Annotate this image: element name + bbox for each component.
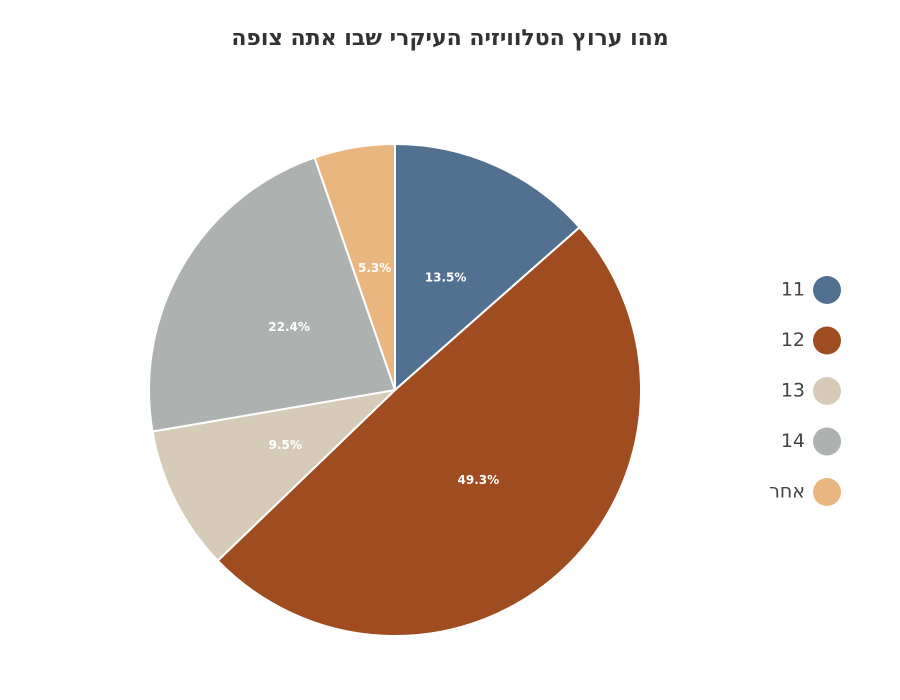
legend-label: 11 [781,279,805,301]
pie-slice-13[interactable] [151,388,399,563]
legend-swatch [813,276,841,304]
slice-label: 9.5% [269,438,302,452]
pie-slice-12[interactable] [216,225,642,637]
legend-item[interactable]: 12 [781,326,841,355]
chart-title: מהו ערוץ הטלוויזיה העיקרי שבו אתה צופה [231,26,669,51]
pie-slice-אחר[interactable] [313,142,396,391]
legend-item[interactable]: 13 [781,377,841,405]
slice-label: 13.5% [425,270,467,284]
legend-label: 13 [781,380,805,402]
pie-slice-11[interactable] [394,142,581,393]
legend-swatch [813,377,841,405]
slice-label: 49.3% [458,473,500,487]
legend-item[interactable]: 14 [781,427,841,456]
legend-label: 12 [781,329,805,351]
legend-label: אחר [769,481,805,503]
slice-label: 22.4% [268,320,310,334]
legend-swatch [813,478,841,506]
legend-item[interactable]: אחר [769,478,841,506]
legend-swatch [813,326,841,355]
legend-label: 14 [781,430,805,452]
legend-swatch [813,427,841,456]
legend-item[interactable]: 11 [781,276,841,304]
slice-label: 5.3% [358,261,391,275]
pie-slice-14[interactable] [148,156,397,433]
